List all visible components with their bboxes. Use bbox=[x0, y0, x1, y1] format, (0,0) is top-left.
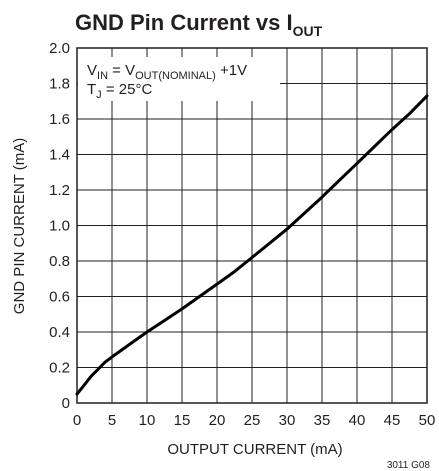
y-tick-label: 0.6 bbox=[49, 289, 70, 306]
y-tick-label: 0.4 bbox=[49, 324, 70, 341]
y-tick-label: 1.6 bbox=[49, 111, 70, 128]
x-tick-label: 35 bbox=[314, 412, 331, 429]
x-tick-labels: 0 5 10 15 20 25 30 35 40 45 50 bbox=[73, 412, 436, 429]
x-tick-label: 40 bbox=[349, 412, 366, 429]
x-tick-label: 0 bbox=[73, 412, 81, 429]
x-tick-label: 50 bbox=[419, 412, 436, 429]
x-tick-label: 10 bbox=[139, 412, 156, 429]
y-tick-label: 2.0 bbox=[49, 40, 70, 57]
series-group bbox=[75, 94, 429, 396]
x-axis-label: OUTPUT CURRENT (mA) bbox=[167, 441, 342, 458]
annotation-vin: VIN = VOUT(NOMINAL) +1V bbox=[87, 62, 247, 82]
y-tick-label: 1.4 bbox=[49, 147, 70, 164]
x-tick-label: 15 bbox=[174, 412, 191, 429]
y-axis-label: GND PIN CURRENT (mA) bbox=[11, 138, 28, 314]
y-tick-label: 1.8 bbox=[49, 76, 70, 93]
plot-frame bbox=[76, 47, 428, 404]
figure-id: 3011 G08 bbox=[387, 460, 431, 471]
y-tick-label: 1.0 bbox=[49, 218, 70, 235]
annotation-tj: TJ = 25°C bbox=[87, 81, 152, 101]
y-tick-label: 1.2 bbox=[49, 182, 70, 199]
x-tick-label: 45 bbox=[384, 412, 401, 429]
series-line bbox=[75, 94, 429, 396]
x-tick-label: 20 bbox=[209, 412, 226, 429]
y-tick-labels: 0 0.2 0.4 0.6 0.8 1.0 1.2 1.4 1.6 1.8 2.0 bbox=[49, 40, 70, 412]
annotation-box: VIN = VOUT(NOMINAL) +1V TJ = 25°C bbox=[78, 57, 280, 101]
chart-title: GND Pin Current vs IOUT bbox=[75, 10, 323, 39]
y-tick-label: 0.2 bbox=[49, 360, 70, 377]
x-tick-label: 5 bbox=[108, 412, 116, 429]
y-tick-label: 0 bbox=[62, 395, 70, 412]
x-tick-label: 25 bbox=[244, 412, 261, 429]
y-tick-label: 0.8 bbox=[49, 253, 70, 270]
x-tick-label: 30 bbox=[279, 412, 296, 429]
grid bbox=[77, 48, 427, 403]
